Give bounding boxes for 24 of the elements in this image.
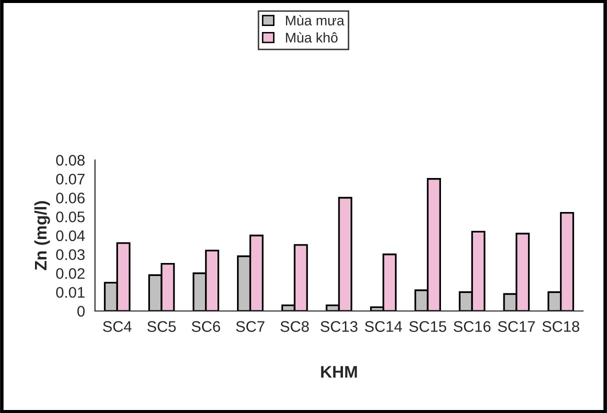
x-tick-label: SC4 bbox=[103, 321, 132, 332]
x-tick-label: SC18 bbox=[542, 321, 580, 332]
x-tick-label: SC14 bbox=[364, 321, 402, 332]
x-tick-label: SC7 bbox=[236, 321, 264, 332]
y-axis-title: Zn (mg/l) bbox=[34, 201, 50, 270]
legend-label: Mùa mưa bbox=[286, 15, 344, 26]
x-tick-label: SC5 bbox=[147, 321, 176, 332]
x-tick-label: SC8 bbox=[280, 321, 309, 332]
y-tick-label: 0.02 bbox=[56, 268, 85, 279]
y-tick-label: 0.03 bbox=[56, 249, 85, 260]
y-tick-label: 0.05 bbox=[56, 211, 85, 222]
y-tick-label: 0.07 bbox=[56, 174, 85, 185]
x-axis-title: KHM bbox=[321, 366, 357, 378]
y-tick-label: 0.08 bbox=[56, 154, 85, 166]
x-tick-label: SC13 bbox=[320, 321, 358, 332]
y-tick-label: 0.04 bbox=[56, 230, 85, 242]
x-tick-label: SC6 bbox=[192, 321, 220, 332]
y-tick-label: 0.06 bbox=[56, 192, 85, 204]
x-tick-label: SC17 bbox=[498, 321, 535, 332]
legend-label: Mùa khô bbox=[286, 32, 338, 43]
y-tick-label: 0.01 bbox=[56, 286, 85, 298]
x-tick-label: SC16 bbox=[454, 321, 491, 332]
y-tick-label: 0 bbox=[77, 306, 85, 317]
x-tick-label: SC15 bbox=[409, 321, 446, 332]
